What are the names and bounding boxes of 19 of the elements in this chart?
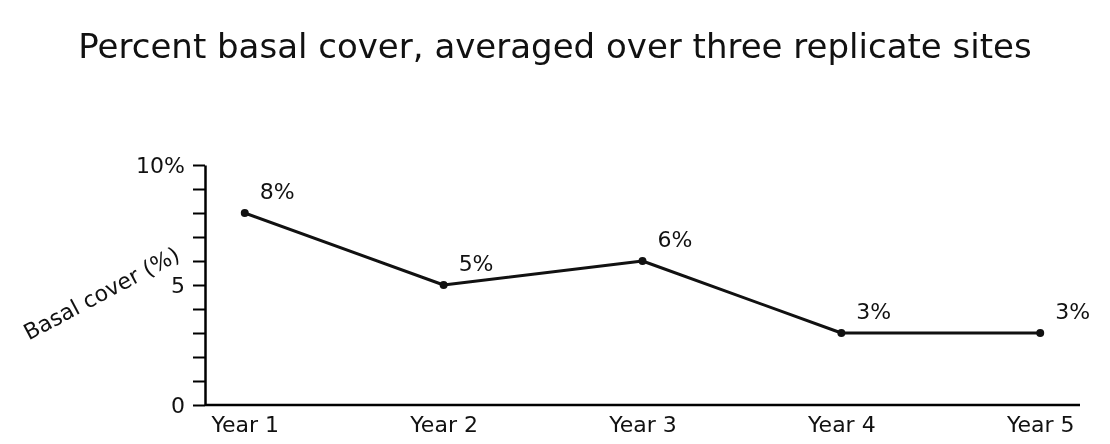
data-label: 3% [1055, 299, 1091, 324]
data-label: 6% [657, 227, 693, 252]
y-tick-label: 0 [171, 392, 185, 418]
x-tick-label: Year 2 [409, 412, 478, 438]
data-label: 8% [259, 179, 295, 204]
point [1036, 329, 1045, 337]
x-tick-label: Year 1 [210, 412, 280, 438]
x-tick-label: Year 4 [807, 412, 876, 438]
data-label: 5% [458, 251, 494, 276]
x-tick-label: Year 3 [608, 412, 677, 438]
point [837, 329, 846, 337]
point [240, 209, 249, 217]
point [638, 257, 647, 265]
point [439, 281, 448, 289]
y-tick-label: 10% [136, 152, 185, 178]
y-tick-label: 5 [171, 272, 185, 298]
chart-title: Percent basal cover, averaged over three replicate sites [78, 26, 1032, 66]
x-tick-label: Year 5 [1005, 412, 1075, 438]
data-label: 3% [856, 299, 892, 324]
